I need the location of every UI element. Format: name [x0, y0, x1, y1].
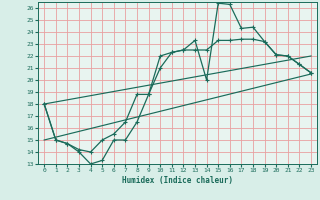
X-axis label: Humidex (Indice chaleur): Humidex (Indice chaleur): [122, 176, 233, 185]
